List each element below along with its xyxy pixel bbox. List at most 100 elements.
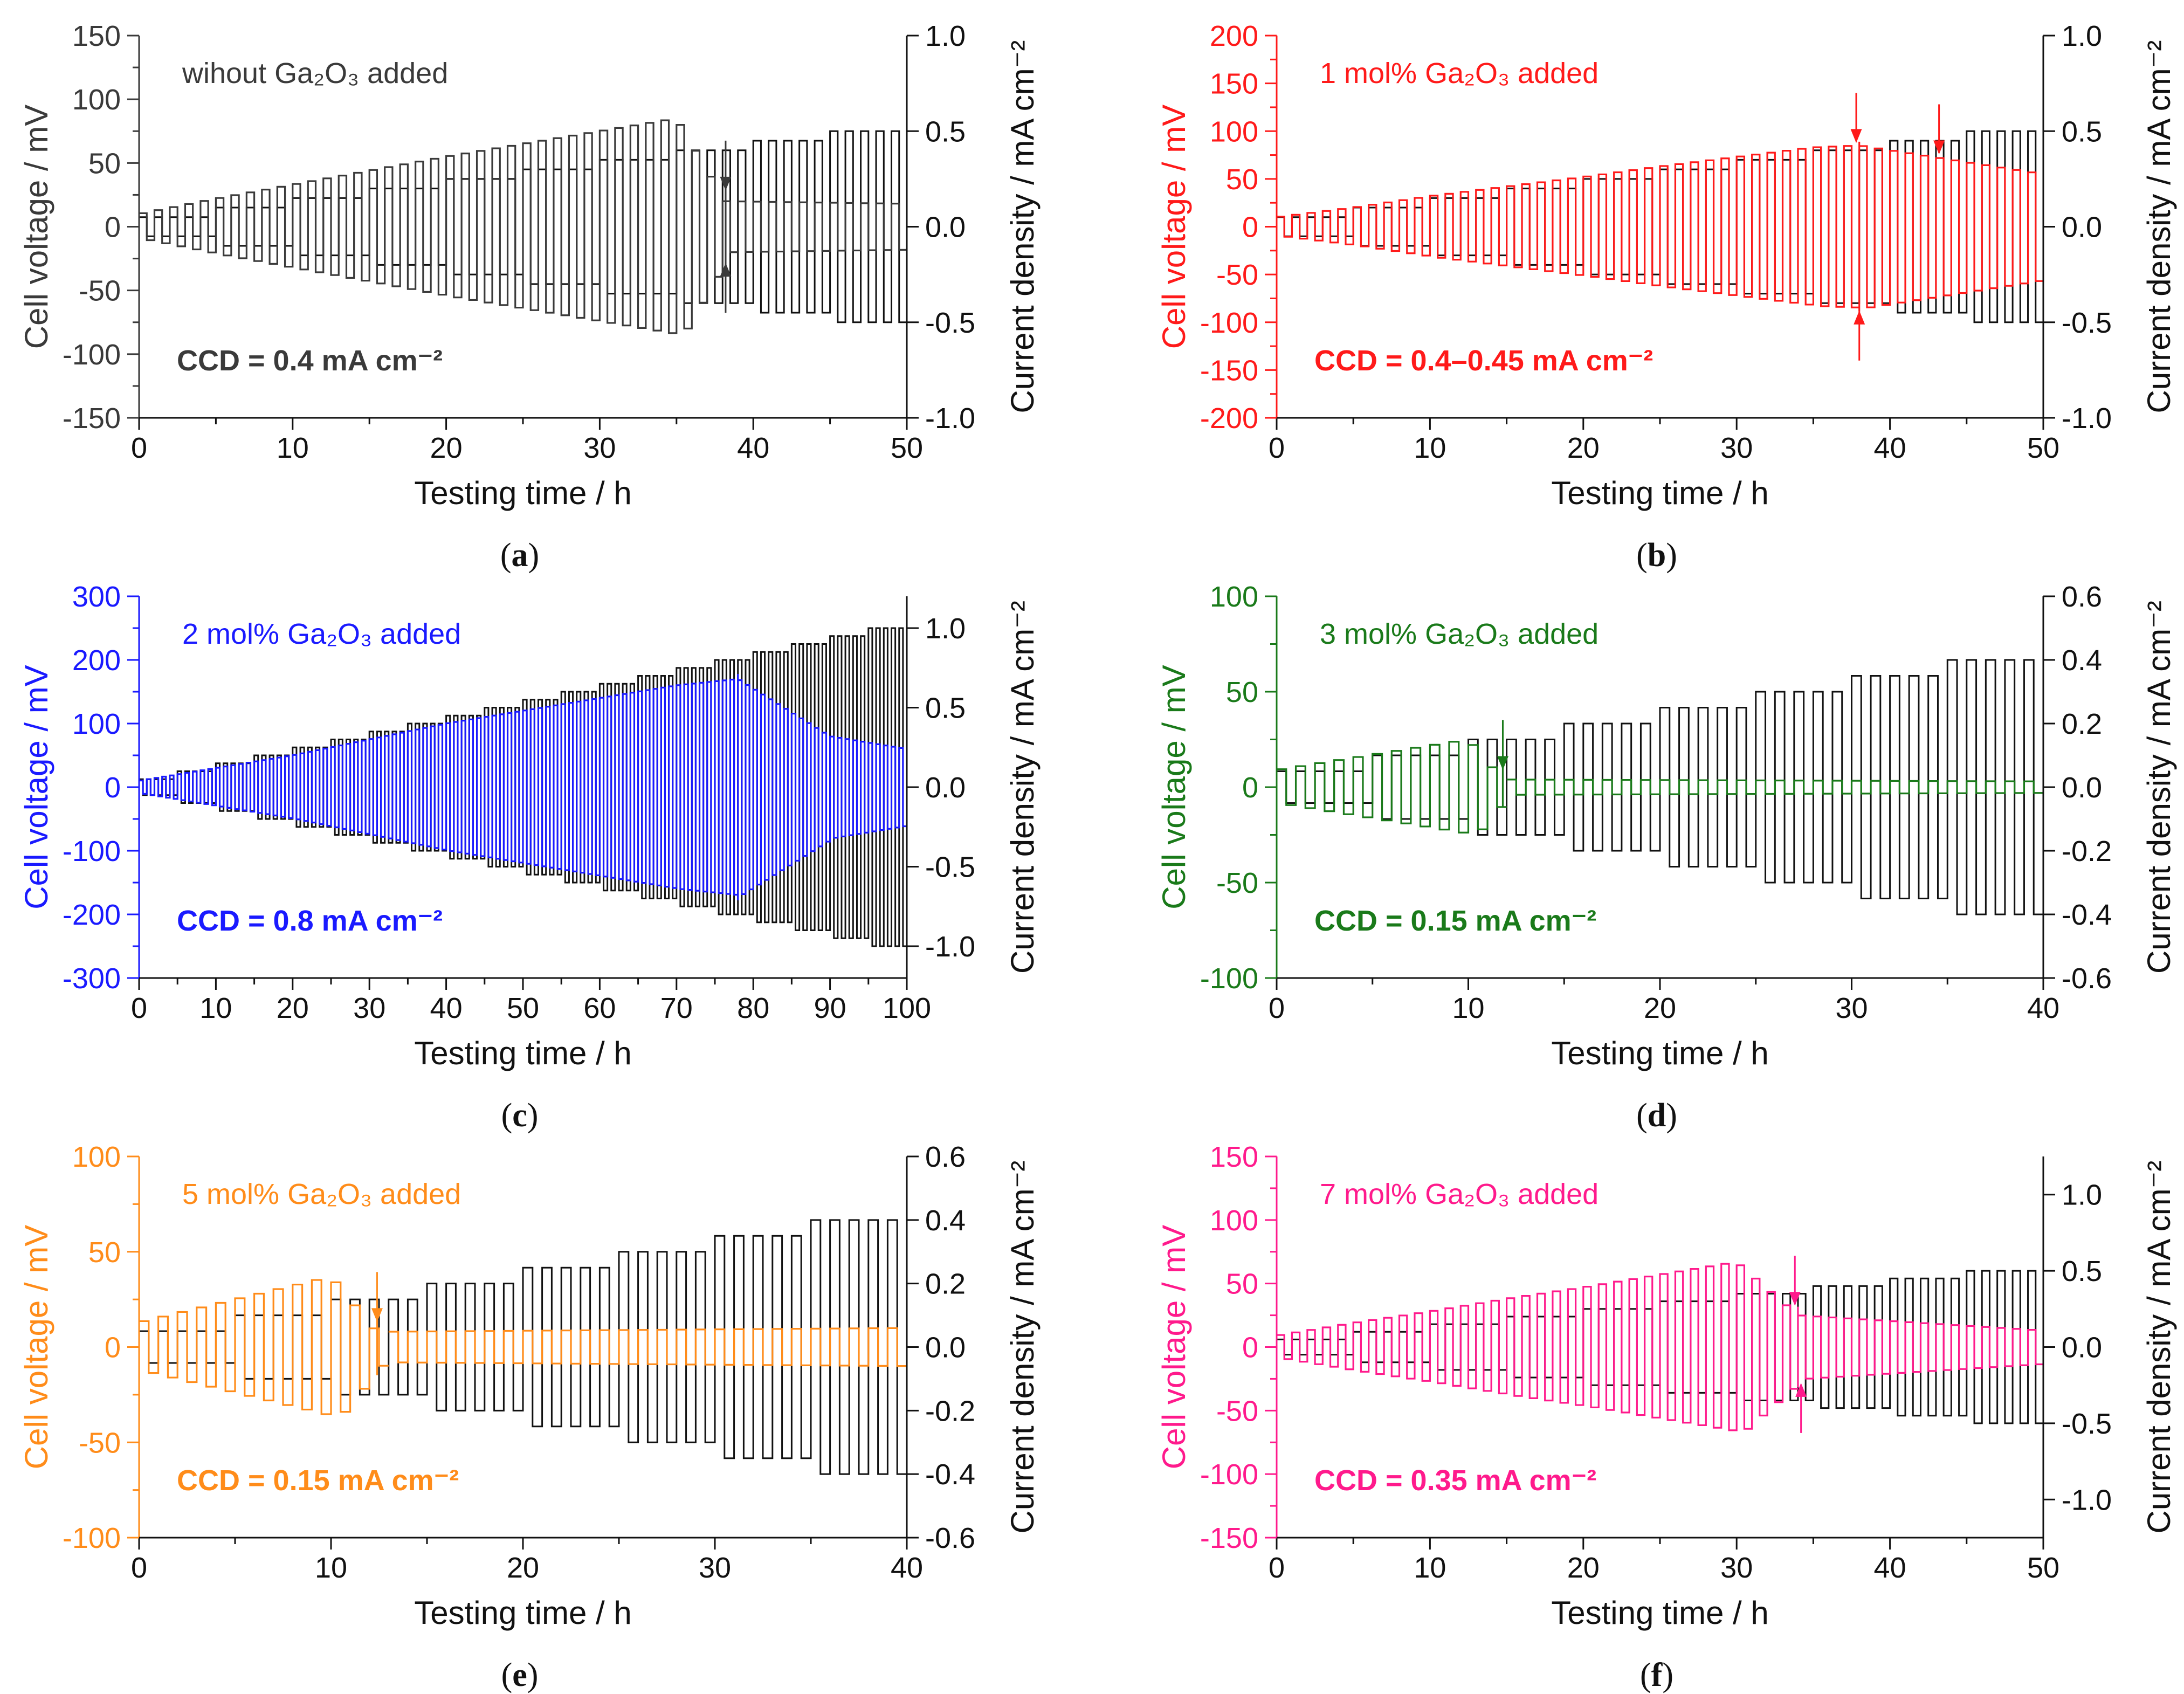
- x-axis-label: Testing time / h: [1551, 475, 1769, 511]
- y-axis-label: Cell voltage / mV: [18, 665, 54, 910]
- cell-voltage-series-after-short: [738, 679, 907, 895]
- chart-panel-d: 0 10 20 30 40 -100 -50 0 50 100 -0.6 -0.4 -0.2 0.0 0.2…: [1156, 581, 2177, 1134]
- x-tick-label: 70: [660, 992, 693, 1024]
- y-tick-label: -200: [63, 899, 121, 931]
- y2-tick-label: 0.5: [2062, 115, 2102, 148]
- panel-letter-value: e: [512, 1657, 527, 1693]
- short-circuit-arrow: [1795, 1383, 1807, 1433]
- y-tick-label: 0: [105, 1332, 121, 1364]
- y2-tick-label: 1.0: [925, 612, 966, 645]
- y-tick-label: 50: [1226, 163, 1258, 196]
- y-tick-label: -150: [1200, 1522, 1258, 1554]
- panel-annotation: 2 mol% Ga₂O₃ added: [182, 618, 461, 650]
- y-tick-label: 150: [1210, 1141, 1258, 1173]
- x-tick-label: 40: [1874, 432, 1906, 464]
- y-tick-label: -50: [1216, 1395, 1258, 1427]
- y2-tick-label: -0.4: [925, 1458, 975, 1491]
- y-tick-label: 200: [1210, 20, 1258, 52]
- y2-axis-label: Current density / mA cm⁻²: [1004, 601, 1041, 974]
- panel-letter: (c): [501, 1097, 539, 1134]
- x-tick-label: 50: [2027, 1552, 2059, 1584]
- y2-tick-label: -1.0: [925, 931, 975, 963]
- arrow-head: [1789, 1292, 1801, 1306]
- panel-letter-open: (: [501, 1097, 513, 1134]
- x-tick-label: 0: [1269, 432, 1285, 464]
- y2-tick-label: 0.0: [2062, 1332, 2102, 1364]
- y2-tick-label: -1.0: [2062, 1484, 2112, 1516]
- x-tick-label: 40: [737, 432, 769, 464]
- x-tick-label: 0: [131, 1552, 147, 1584]
- chart-panel-b: 0 10 20 30 40 50 -200 -150 -100 -50 0 50 100 150 200 -1…: [1156, 20, 2177, 574]
- y-tick-label: 100: [72, 84, 121, 116]
- y2-axis-label: Current density / mA cm⁻²: [1004, 40, 1041, 414]
- x-tick-label: 50: [891, 432, 923, 464]
- y-tick-label: -100: [63, 339, 121, 371]
- panel-letter-value: f: [1651, 1657, 1663, 1693]
- panel-letter-value: b: [1648, 537, 1666, 574]
- panel-letter-open: (: [1640, 1657, 1651, 1693]
- panel-letter-value: c: [512, 1097, 527, 1134]
- y2-tick-label: 1.0: [925, 20, 966, 52]
- panel-letter-open: (: [1636, 1097, 1648, 1134]
- y2-tick-label: 0.2: [2062, 708, 2102, 740]
- x-axis-label: Testing time / h: [414, 1595, 632, 1631]
- x-tick-label: 10: [1414, 432, 1446, 464]
- y-axis-label: Cell voltage / mV: [1156, 105, 1192, 349]
- y-tick-label: -50: [79, 1427, 121, 1459]
- y2-tick-label: -0.4: [2062, 899, 2112, 931]
- y2-tick-label: -0.5: [2062, 1408, 2112, 1440]
- panel-letter-close: ): [527, 1097, 539, 1134]
- panel-letter-close: ): [528, 537, 540, 574]
- panel-letter: (a): [500, 537, 539, 574]
- x-axis-label: Testing time / h: [1551, 1035, 1769, 1071]
- short-circuit-arrow: [1789, 1256, 1801, 1306]
- panel-letter-close: ): [527, 1657, 539, 1693]
- y-tick-label: 0: [105, 772, 121, 804]
- x-tick-label: 10: [277, 432, 309, 464]
- y2-tick-label: -0.2: [2062, 835, 2112, 867]
- y-tick-label: 300: [72, 581, 121, 613]
- y-tick-label: 100: [72, 1141, 121, 1173]
- x-tick-label: 10: [199, 992, 232, 1024]
- y-tick-label: 0: [105, 211, 121, 244]
- x-tick-label: 40: [891, 1552, 923, 1584]
- y-tick-label: -300: [63, 962, 121, 995]
- y-tick-label: -100: [63, 835, 121, 867]
- cell-voltage-series-after-short: [738, 201, 907, 253]
- chart-panel-f: 0 10 20 30 40 50 -150 -100 -50 0 50 100 150 -1.0 -0.5 0…: [1156, 1141, 2177, 1693]
- panel-annotation: 3 mol% Ga₂O₃ added: [1320, 618, 1599, 650]
- y2-tick-label: 0.5: [2062, 1255, 2102, 1287]
- y2-axis-label: Current density / mA cm⁻²: [2141, 601, 2177, 974]
- y-tick-label: -200: [1200, 402, 1258, 435]
- y-tick-label: 0: [1242, 772, 1258, 804]
- panel-letter-close: ): [1666, 537, 1677, 574]
- y2-tick-label: 0.4: [925, 1204, 966, 1237]
- y-tick-label: 50: [88, 1236, 121, 1269]
- ccd-annotation: CCD = 0.15 mA cm⁻²: [1314, 905, 1596, 937]
- y-tick-label: 100: [1210, 1204, 1258, 1237]
- x-tick-label: 0: [1269, 992, 1285, 1024]
- y2-axis-label: Current density / mA cm⁻²: [1004, 1161, 1041, 1534]
- cell-voltage-series-after-short: [388, 1327, 907, 1367]
- y-tick-label: 50: [1226, 1268, 1258, 1300]
- y-tick-label: -150: [63, 402, 121, 435]
- x-tick-label: 20: [507, 1552, 539, 1584]
- arrow-head: [720, 263, 732, 277]
- y-tick-label: -100: [1200, 1458, 1258, 1491]
- short-circuit-arrow: [1933, 104, 1945, 155]
- panel-letter: (b): [1636, 537, 1677, 574]
- x-tick-label: 30: [1720, 1552, 1753, 1584]
- arrow-head: [1497, 756, 1508, 770]
- y2-tick-label: 1.0: [2062, 20, 2102, 52]
- y-axis-label: Cell voltage / mV: [18, 1225, 54, 1470]
- y-tick-label: -50: [79, 275, 121, 307]
- x-tick-label: 20: [277, 992, 309, 1024]
- cell-voltage-series: [1277, 741, 1507, 834]
- ccd-annotation: CCD = 0.4 mA cm⁻²: [177, 345, 443, 377]
- y-tick-label: 100: [1210, 115, 1258, 148]
- panel-letter: (f): [1640, 1657, 1673, 1693]
- y-tick-label: 200: [72, 644, 121, 677]
- y2-tick-label: 0.0: [2062, 772, 2102, 804]
- arrow-head: [1854, 311, 1865, 325]
